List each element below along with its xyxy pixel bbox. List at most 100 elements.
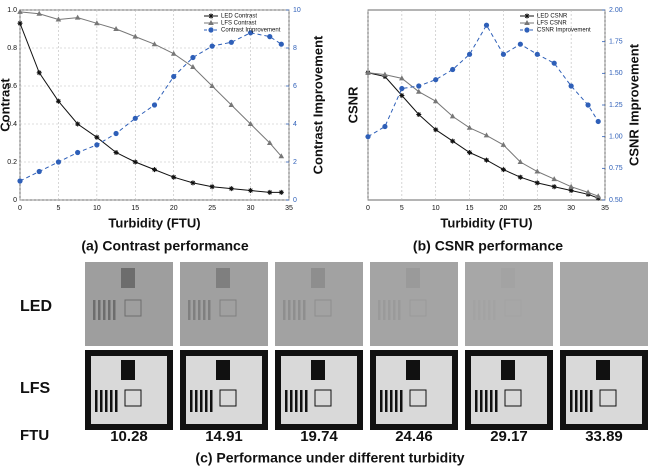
y2-tick-label: 1.50: [609, 70, 623, 77]
marker: [524, 20, 530, 25]
marker: [551, 176, 558, 182]
marker: [208, 20, 214, 25]
pattern-bar: [570, 390, 573, 412]
marker: [500, 51, 507, 57]
pattern-bar: [203, 300, 206, 320]
legend-label: LFS CSNR: [537, 21, 567, 27]
led-haze: [85, 262, 173, 346]
marker: [171, 73, 177, 80]
y2-tick-label: 1.25: [609, 102, 623, 109]
turbidity-label: 19.74: [300, 428, 338, 445]
y2-tick-label: 8: [293, 45, 297, 52]
pattern-bar: [385, 390, 388, 412]
pattern-bar: [300, 390, 303, 412]
legend-label: Contrast Improvement: [221, 28, 281, 34]
marker: [170, 50, 177, 56]
led-haze: [560, 262, 648, 346]
marker: [55, 16, 62, 22]
pattern-square: [124, 299, 142, 317]
marker: [382, 123, 388, 130]
marker: [399, 93, 405, 98]
marker: [467, 150, 473, 155]
y2-tick-label: 2: [293, 159, 297, 166]
marker: [432, 98, 439, 104]
marker: [248, 188, 254, 193]
marker: [94, 142, 100, 148]
row-label: LFS: [20, 380, 51, 397]
pattern-bar: [580, 390, 583, 412]
pattern-bar: [490, 390, 493, 412]
marker: [266, 140, 273, 145]
marker: [151, 102, 158, 108]
marker: [551, 184, 557, 190]
marker: [247, 30, 254, 36]
x-tick-label: 35: [601, 205, 609, 212]
marker: [208, 27, 214, 33]
marker: [500, 141, 507, 147]
pattern-block: [596, 360, 610, 380]
pattern-bar: [575, 390, 578, 412]
marker: [209, 83, 215, 88]
pattern-block: [216, 268, 230, 288]
pattern-bar: [100, 390, 103, 412]
x-tick-label: 30: [567, 205, 575, 212]
marker: [433, 77, 439, 83]
marker: [267, 34, 273, 40]
x-tick-label: 5: [56, 205, 60, 212]
x-tick-label: 35: [285, 205, 293, 212]
marker: [524, 27, 530, 33]
y-tick-label: 0: [13, 197, 17, 204]
y2-tick-label: 10: [293, 7, 301, 14]
legend-label: LED Contrast: [221, 14, 257, 20]
y2-tick-label: 6: [293, 83, 297, 90]
x-tick-label: 20: [500, 205, 508, 212]
marker: [534, 180, 540, 186]
marker: [55, 98, 61, 104]
turbidity-label: 24.46: [395, 428, 433, 445]
marker: [94, 20, 100, 26]
pattern-bar: [103, 300, 106, 320]
marker: [399, 75, 405, 81]
marker: [36, 10, 43, 16]
marker: [433, 127, 439, 133]
pattern-bar: [113, 300, 116, 320]
marker: [190, 180, 196, 186]
series-line: [367, 24, 599, 138]
pattern-bar: [290, 390, 293, 412]
pattern-bar: [190, 390, 193, 412]
pattern-bar: [480, 390, 483, 412]
marker: [75, 121, 81, 127]
pattern-bar: [590, 390, 593, 412]
pattern-bar: [305, 390, 308, 412]
marker: [247, 121, 254, 126]
pattern-bar: [285, 390, 288, 412]
led-haze: [275, 262, 363, 346]
pattern-bar: [205, 390, 208, 412]
pattern-bar: [295, 390, 298, 412]
pattern-bar: [475, 390, 478, 412]
marker: [484, 157, 489, 163]
row-label: LED: [20, 298, 52, 315]
marker: [151, 41, 158, 47]
y2-tick-label: 0.50: [609, 197, 623, 204]
y2-axis-title: Contrast Improvement: [310, 35, 325, 174]
marker: [449, 113, 456, 119]
marker: [209, 43, 215, 49]
marker: [208, 13, 214, 19]
column-header: FTU: [20, 427, 49, 444]
marker: [415, 88, 422, 94]
marker: [500, 167, 506, 173]
x-tick-label: 10: [432, 205, 440, 212]
legend-label: LED CSNR: [537, 14, 568, 20]
grid-caption: (c) Performance under different turbidit…: [195, 450, 464, 466]
x-tick-label: 25: [533, 205, 541, 212]
marker: [36, 168, 42, 175]
x-tick-label: 10: [93, 205, 101, 212]
marker: [534, 168, 541, 174]
turbidity-label: 14.91: [205, 428, 243, 445]
marker: [382, 71, 388, 77]
pattern-block: [121, 360, 135, 380]
marker: [17, 20, 23, 26]
marker: [267, 189, 273, 195]
marker: [152, 167, 157, 173]
